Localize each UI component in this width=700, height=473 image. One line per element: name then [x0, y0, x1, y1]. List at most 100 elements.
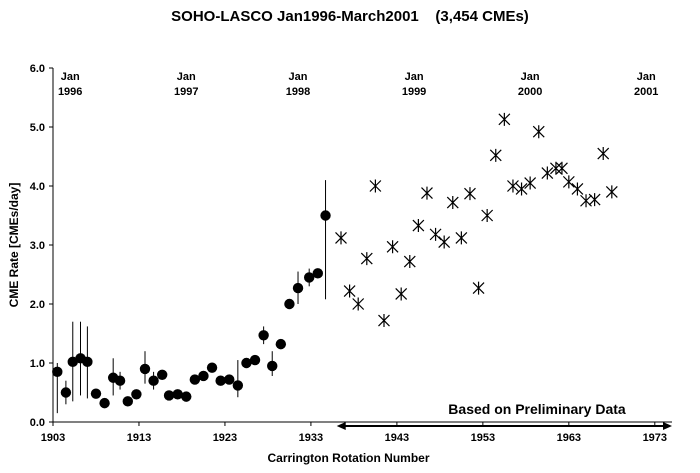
year-marker-year: 2000 [518, 86, 542, 98]
x-tick-label: 1923 [213, 432, 237, 444]
preliminary-data-annotation: Based on Preliminary Data [448, 401, 626, 417]
data-point-preliminary [395, 287, 408, 301]
data-point-preliminary [438, 235, 451, 249]
data-point [275, 338, 287, 350]
data-point-preliminary [562, 175, 575, 189]
data-point-preliminary [571, 182, 584, 196]
data-point [267, 360, 278, 372]
data-point-preliminary [352, 297, 365, 311]
data-point [148, 375, 159, 386]
data-point-preliminary [386, 240, 399, 254]
x-tick-label: 1943 [385, 432, 409, 444]
data-point [241, 357, 252, 369]
data-point [60, 387, 72, 398]
x-tick-label: 1933 [299, 432, 323, 444]
y-tick-label: 1.0 [30, 358, 45, 370]
data-point [292, 282, 304, 294]
data-point-preliminary [455, 231, 468, 245]
year-marker-year: 1998 [286, 86, 310, 98]
preliminary-arrow-head-right [663, 422, 672, 430]
data-point-preliminary [515, 182, 528, 196]
data-point [163, 390, 175, 401]
data-point-preliminary [524, 176, 537, 190]
data-point [156, 369, 168, 380]
data-point [249, 354, 261, 366]
chart-title: SOHO-LASCO Jan1996-March2001 (3,454 CMEs… [171, 8, 529, 25]
data-point [284, 298, 295, 310]
data-point-preliminary [369, 179, 382, 193]
data-point-preliminary [464, 187, 476, 201]
data-point [232, 380, 244, 391]
markers-layer [52, 112, 618, 409]
data-point [172, 389, 183, 400]
y-tick-label: 3.0 [30, 240, 45, 252]
data-point-preliminary [541, 166, 554, 180]
data-point [99, 397, 110, 409]
year-marker-month: Jan [289, 71, 308, 83]
data-point-preliminary [412, 219, 425, 233]
data-point [303, 272, 315, 283]
y-tick-label: 6.0 [30, 63, 45, 75]
data-point-preliminary [556, 161, 568, 175]
y-tick-label: 2.0 [30, 299, 45, 311]
data-point [90, 388, 102, 399]
y-tick-label: 0.0 [30, 417, 45, 429]
y-tick-label: 4.0 [30, 181, 45, 193]
data-point-preliminary [472, 281, 485, 295]
data-point [258, 330, 269, 341]
data-point [82, 356, 93, 368]
data-point-preliminary [550, 161, 562, 175]
data-point-preliminary [605, 185, 618, 199]
data-point [122, 396, 133, 407]
y-tick-label: 5.0 [30, 122, 45, 134]
data-point [181, 391, 192, 402]
data-point-preliminary [429, 227, 442, 241]
year-marker-month: Jan [521, 71, 540, 83]
x-tick-label: 1973 [643, 432, 667, 444]
year-marker-year: 1999 [402, 86, 426, 98]
data-point-preliminary [597, 147, 610, 161]
data-point [52, 366, 63, 378]
year-marker-month: Jan [61, 71, 80, 83]
data-point [215, 375, 226, 386]
year-marker-year: 2001 [634, 86, 658, 98]
data-point-preliminary [489, 148, 502, 162]
year-marker-month: Jan [637, 71, 656, 83]
x-tick-label: 1913 [127, 432, 151, 444]
x-tick-label: 1953 [471, 432, 495, 444]
data-point-preliminary [481, 209, 494, 222]
data-point [198, 370, 209, 382]
year-marker-month: Jan [177, 71, 196, 83]
data-point-preliminary [532, 125, 545, 139]
data-point [224, 374, 235, 385]
data-point-preliminary [498, 112, 511, 126]
x-axis-label: Carrington Rotation Number [268, 451, 430, 465]
year-marker-year: 1996 [58, 86, 82, 98]
data-point [131, 389, 142, 400]
data-point-preliminary [335, 231, 347, 245]
data-point-preliminary [421, 186, 433, 200]
data-point-preliminary [378, 314, 390, 328]
data-point-preliminary [580, 194, 592, 208]
year-marker-month: Jan [405, 71, 424, 83]
data-point-preliminary [360, 252, 373, 266]
axes-layer: 0.0 1.0 2.0 3.0 4.0 5.0 6.0 1903 1913 1923 1933 194… [7, 63, 672, 465]
data-point-preliminary [343, 284, 356, 298]
preliminary-arrow-head-left [336, 422, 346, 430]
data-point-preliminary [446, 196, 459, 210]
x-tick-label: 1903 [41, 432, 65, 444]
data-point [139, 363, 151, 375]
annotation-layer: Based on Preliminary Data [336, 401, 672, 430]
year-marker-year: 1997 [174, 86, 198, 98]
data-point [206, 362, 218, 373]
data-point [189, 374, 201, 385]
x-tick-label: 1963 [557, 432, 581, 444]
data-point [114, 375, 126, 386]
data-point-preliminary [588, 193, 601, 207]
data-point [320, 210, 331, 221]
y-axis-label: CME Rate [CMEs/day] [7, 183, 21, 308]
data-point-preliminary [403, 255, 416, 269]
data-point [67, 356, 78, 368]
data-point-preliminary [507, 179, 519, 193]
